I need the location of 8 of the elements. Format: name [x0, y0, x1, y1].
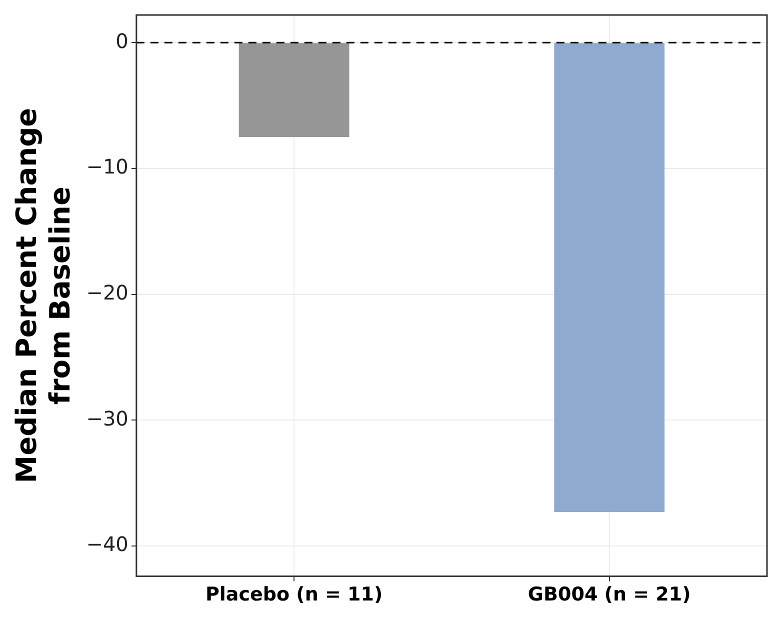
y-tick-label: −20 [86, 280, 128, 305]
y-tick-label: −40 [86, 532, 128, 556]
x-tick-label: Placebo (n = 11) [205, 584, 383, 606]
y-axis-title: Median Percent Change from Baseline [10, 108, 77, 484]
x-tick-label: GB004 (n = 21) [528, 584, 691, 606]
y-tick-label: −30 [86, 406, 128, 430]
y-tick-label: −10 [86, 154, 128, 179]
y-tick-label: 0 [116, 28, 128, 53]
